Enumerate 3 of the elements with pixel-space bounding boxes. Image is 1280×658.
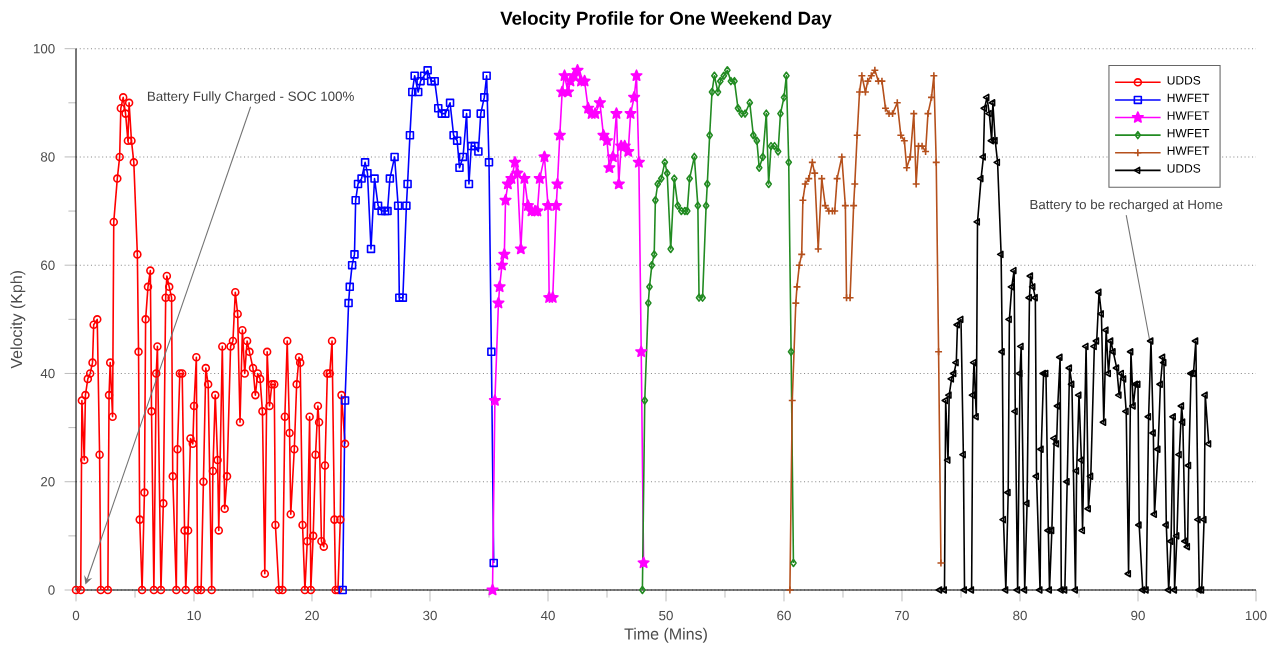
x-axis-title: Time (Mins) <box>624 627 707 643</box>
chart-title: Velocity Profile for One Weekend Day <box>500 11 832 29</box>
y-axis-title: Velocity (Kph) <box>10 270 26 369</box>
